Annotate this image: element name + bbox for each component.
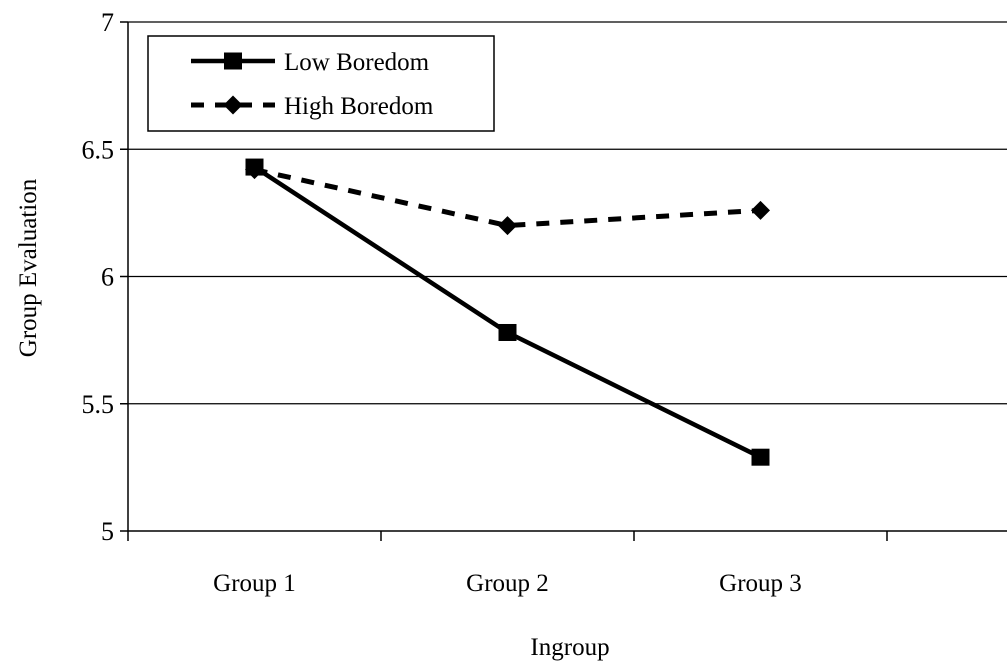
x-tick-label: Group 2 <box>466 570 549 597</box>
series-high-boredom <box>245 160 770 236</box>
data-point <box>498 323 517 341</box>
x-axis-label: Ingroup <box>530 634 609 661</box>
gridlines <box>128 21 1007 405</box>
data-point <box>751 200 770 220</box>
y-ticks: 5 5.5 6 6.5 7 <box>82 8 128 546</box>
x-tick-label: Group 3 <box>719 570 802 597</box>
legend-item: Low Boredom <box>191 49 430 76</box>
legend-box <box>147 35 495 132</box>
y-tick-label: 5 <box>101 517 114 546</box>
data-point <box>751 448 770 466</box>
legend-swatch-marker <box>223 95 243 115</box>
legend-swatch-marker <box>224 52 242 70</box>
y-tick-label: 6 <box>101 263 114 292</box>
y-tick-label: 6.5 <box>82 135 115 164</box>
series <box>245 158 770 466</box>
legend-label: High Boredom <box>284 93 434 120</box>
x-tick-label: Group 1 <box>213 570 296 597</box>
legend: Low Boredom High Boredom <box>147 35 495 132</box>
y-tick-label: 5.5 <box>82 390 115 419</box>
series-line <box>253 165 762 460</box>
data-point <box>498 216 517 236</box>
x-ticks: Group 1 Group 2 Group 3 <box>127 531 888 597</box>
y-tick-label: 7 <box>101 8 114 37</box>
legend-label: Low Boredom <box>284 49 430 76</box>
data-point <box>245 158 264 176</box>
y-axis-label: Group Evaluation <box>15 178 42 357</box>
series-low-boredom <box>245 158 770 466</box>
legend-item: High Boredom <box>191 93 434 120</box>
